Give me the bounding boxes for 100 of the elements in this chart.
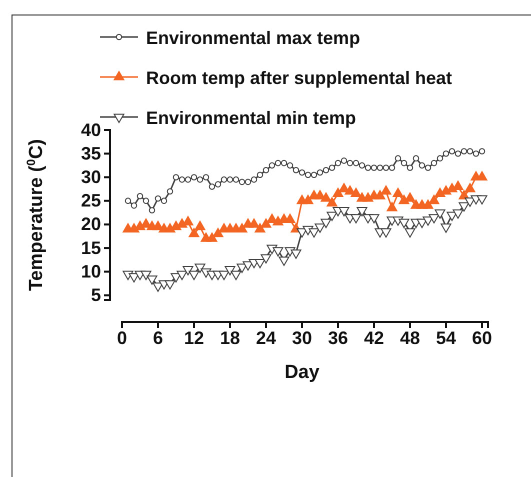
- point: [272, 247, 284, 256]
- point: [338, 207, 350, 216]
- x-tick-label: 36: [328, 328, 348, 348]
- point: [178, 176, 186, 183]
- legend-label: Environmental min temp: [146, 108, 356, 128]
- x-tick-label: 0: [116, 328, 128, 348]
- point: [260, 254, 272, 264]
- legend-label: Room temp after supplemental heat: [146, 68, 452, 88]
- point: [404, 228, 416, 238]
- point: [244, 178, 252, 186]
- point: [454, 150, 462, 157]
- point: [278, 256, 290, 266]
- point: [202, 174, 210, 180]
- point: [364, 164, 372, 171]
- point: [380, 228, 392, 238]
- point: [164, 280, 176, 290]
- point: [268, 162, 276, 169]
- point: [298, 169, 306, 176]
- x-tick-label: 12: [184, 328, 204, 348]
- point: [262, 167, 270, 174]
- point: [370, 164, 378, 171]
- point: [440, 224, 452, 233]
- x-tick-label: 18: [220, 328, 240, 348]
- point: [226, 176, 234, 183]
- point: [310, 172, 318, 178]
- point: [190, 174, 198, 180]
- point: [314, 224, 326, 233]
- point: [280, 160, 288, 166]
- y-tick-label: 20: [80, 214, 101, 234]
- point: [418, 162, 426, 169]
- point: [188, 270, 200, 280]
- point: [292, 167, 300, 174]
- point: [430, 160, 438, 166]
- point: [460, 148, 468, 154]
- y-tick-label: 5: [90, 285, 101, 306]
- point: [304, 172, 312, 178]
- x-tick-label: 60: [472, 328, 492, 348]
- point: [334, 160, 342, 166]
- point: [316, 169, 324, 176]
- point: [220, 176, 228, 183]
- point: [250, 176, 258, 183]
- point: [148, 207, 156, 214]
- point: [352, 160, 360, 166]
- point: [254, 258, 266, 268]
- point: [434, 209, 446, 219]
- point: [286, 162, 294, 169]
- point: [124, 198, 132, 204]
- point: [448, 148, 456, 154]
- point: [218, 270, 230, 280]
- y-tick-label: 25: [80, 190, 101, 211]
- point: [326, 212, 338, 222]
- point: [398, 218, 410, 228]
- point: [346, 160, 354, 166]
- point: [328, 164, 336, 171]
- point: [176, 270, 188, 280]
- point: [196, 176, 204, 183]
- x-tick-label: 42: [364, 328, 384, 348]
- point: [478, 148, 486, 154]
- x-axis-title: Day: [284, 362, 320, 383]
- point: [208, 184, 216, 190]
- legend-label: Environmental max temp: [146, 28, 360, 48]
- point: [406, 164, 414, 171]
- point: [214, 181, 222, 188]
- point: [424, 164, 432, 171]
- point: [442, 150, 450, 157]
- y-tick-label: 40: [80, 120, 101, 140]
- point: [340, 158, 348, 164]
- point: [472, 150, 480, 157]
- point: [194, 264, 206, 273]
- point: [382, 164, 390, 171]
- point: [136, 192, 144, 200]
- point: [238, 178, 246, 186]
- point: [230, 270, 242, 280]
- point: [476, 195, 488, 205]
- point: [320, 218, 332, 228]
- point: [358, 162, 366, 169]
- x-tick-label: 30: [292, 328, 312, 348]
- point: [322, 167, 330, 174]
- point: [376, 164, 384, 171]
- point: [232, 176, 240, 183]
- point: [308, 228, 320, 238]
- point: [400, 160, 408, 166]
- point: [458, 202, 470, 212]
- point: [466, 148, 474, 154]
- y-tick-label: 30: [80, 166, 101, 187]
- point: [452, 209, 464, 219]
- x-tick-label: 48: [400, 328, 420, 348]
- point: [140, 270, 152, 280]
- point: [394, 155, 402, 162]
- x-tick-label: 54: [436, 328, 456, 348]
- point: [428, 214, 440, 224]
- y-tick-label: 10: [80, 261, 101, 282]
- point: [356, 207, 368, 216]
- point: [142, 198, 150, 204]
- point: [388, 164, 396, 171]
- point: [290, 250, 302, 259]
- point: [160, 198, 168, 204]
- point: [146, 275, 158, 285]
- point: [184, 176, 192, 183]
- point: [182, 266, 194, 276]
